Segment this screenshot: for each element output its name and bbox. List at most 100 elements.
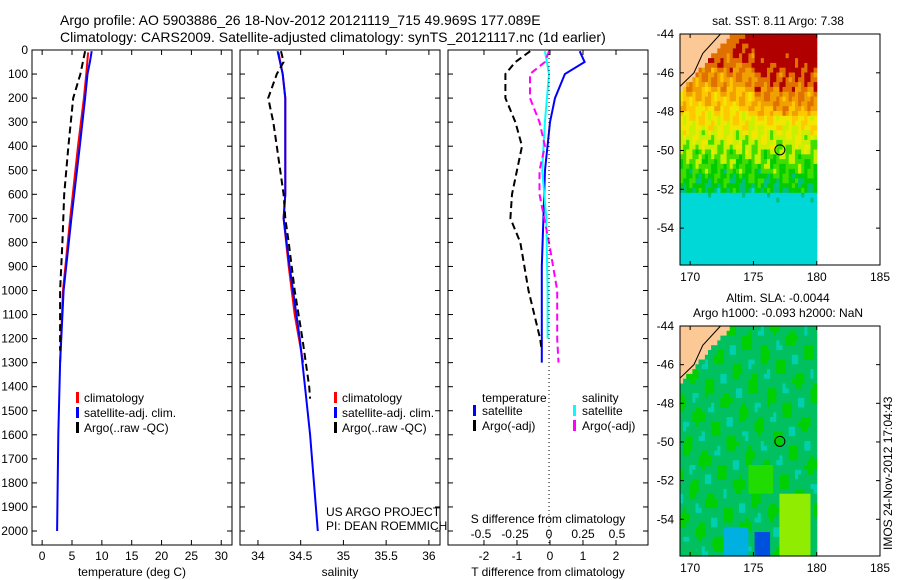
map-cell bbox=[760, 178, 765, 184]
map-cell bbox=[798, 445, 802, 452]
map-cell bbox=[804, 202, 808, 208]
depth-tick-label: 200 bbox=[8, 91, 28, 105]
map-cell bbox=[723, 373, 728, 380]
map-cell bbox=[767, 532, 771, 538]
map-cell bbox=[717, 77, 721, 83]
map-cell bbox=[813, 144, 818, 151]
map-cell bbox=[810, 465, 815, 471]
map-cell bbox=[723, 130, 728, 136]
map-cell bbox=[692, 106, 697, 112]
map-cell bbox=[795, 335, 799, 341]
map-cell bbox=[791, 431, 796, 437]
map-cell bbox=[708, 517, 712, 524]
map-cell bbox=[698, 551, 703, 557]
map-cell bbox=[745, 503, 749, 509]
map-cell bbox=[742, 407, 746, 413]
map-cell bbox=[692, 335, 697, 341]
map-cell bbox=[711, 345, 715, 351]
map-cell bbox=[791, 86, 796, 93]
map-cell bbox=[770, 508, 774, 514]
map-cell bbox=[795, 38, 799, 45]
map-cell bbox=[711, 245, 715, 252]
map-cell bbox=[711, 373, 715, 380]
map-cell bbox=[714, 503, 718, 509]
map-cell bbox=[683, 493, 687, 500]
map-cell bbox=[704, 255, 709, 261]
map-cell bbox=[720, 236, 725, 242]
map-cell bbox=[711, 91, 715, 98]
map-cell bbox=[698, 212, 703, 218]
map-cell bbox=[785, 407, 790, 413]
map-cell bbox=[745, 77, 749, 83]
map-cell bbox=[801, 354, 805, 361]
map-cell bbox=[704, 541, 709, 547]
map-cell bbox=[813, 536, 818, 543]
map-cell bbox=[767, 163, 771, 170]
map-cell bbox=[711, 183, 715, 189]
map-cell bbox=[698, 236, 703, 242]
map-cell bbox=[767, 82, 771, 88]
map-cell bbox=[739, 82, 743, 88]
map-cell bbox=[732, 407, 737, 413]
map-cell bbox=[726, 53, 731, 59]
map-cell bbox=[745, 82, 749, 88]
map-cell bbox=[735, 96, 740, 102]
map-cell bbox=[754, 183, 759, 189]
map-cell bbox=[729, 460, 734, 466]
map-cell bbox=[791, 82, 796, 88]
map-cell bbox=[788, 532, 793, 538]
map-cell bbox=[773, 383, 777, 389]
map-cell bbox=[735, 498, 740, 504]
map-cell bbox=[807, 383, 812, 389]
map-cell bbox=[807, 469, 812, 476]
map-cell bbox=[776, 378, 780, 385]
map-cell bbox=[788, 38, 793, 45]
map-cell bbox=[748, 335, 753, 341]
map-cell bbox=[767, 43, 771, 49]
map-cell bbox=[714, 38, 718, 45]
map-cell bbox=[813, 330, 818, 337]
map-cell bbox=[714, 48, 718, 54]
map-cell bbox=[742, 231, 746, 237]
map-cell bbox=[708, 240, 712, 247]
map-cell bbox=[698, 493, 703, 500]
map-cell bbox=[683, 388, 687, 394]
argo-position-marker bbox=[774, 144, 786, 156]
map-cell bbox=[714, 474, 718, 480]
map-cell bbox=[782, 34, 787, 40]
map-cell bbox=[763, 240, 768, 247]
map-cell bbox=[683, 197, 687, 203]
map-cell bbox=[683, 202, 687, 208]
map-cell bbox=[788, 412, 793, 418]
map-cell bbox=[708, 412, 712, 418]
map-cell bbox=[686, 498, 690, 504]
map-cell bbox=[795, 445, 799, 452]
map-cell bbox=[804, 48, 808, 54]
map-cell bbox=[742, 192, 746, 199]
map-cell bbox=[763, 260, 768, 266]
depth-tick-label: 100 bbox=[8, 67, 28, 81]
map-cell bbox=[698, 216, 703, 223]
map-cell bbox=[782, 512, 787, 519]
map-cell bbox=[770, 111, 774, 117]
map-cell bbox=[701, 163, 706, 170]
map-cell bbox=[810, 541, 815, 547]
map-cell bbox=[751, 38, 756, 45]
map-cell bbox=[732, 340, 737, 346]
map-cell bbox=[683, 178, 687, 184]
map-cell bbox=[732, 197, 737, 203]
map-cell bbox=[776, 465, 780, 471]
map-cell bbox=[773, 479, 777, 485]
map-cell bbox=[779, 154, 784, 160]
map-cell bbox=[757, 493, 762, 500]
map-cell bbox=[686, 522, 690, 528]
map-cell bbox=[788, 445, 793, 452]
map-cell bbox=[754, 197, 759, 203]
map-cell bbox=[785, 426, 790, 432]
map-cell bbox=[701, 498, 706, 504]
map-cell bbox=[680, 359, 684, 365]
map-cell bbox=[720, 231, 725, 237]
map-cell bbox=[683, 144, 687, 151]
map-cell bbox=[763, 455, 768, 461]
map-cell bbox=[798, 450, 802, 456]
